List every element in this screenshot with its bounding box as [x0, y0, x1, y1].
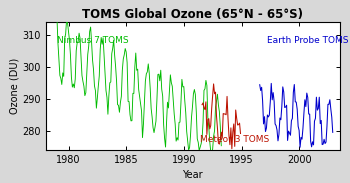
- Text: Meteor 3 TOMS: Meteor 3 TOMS: [200, 135, 269, 144]
- Text: Earth Probe TOMS: Earth Probe TOMS: [267, 36, 348, 45]
- Y-axis label: Ozone (DU): Ozone (DU): [9, 58, 19, 114]
- X-axis label: Year: Year: [182, 171, 203, 180]
- Text: Nimbus 7 TOMS: Nimbus 7 TOMS: [57, 36, 129, 45]
- Title: TOMS Global Ozone (65°N - 65°S): TOMS Global Ozone (65°N - 65°S): [82, 8, 303, 21]
